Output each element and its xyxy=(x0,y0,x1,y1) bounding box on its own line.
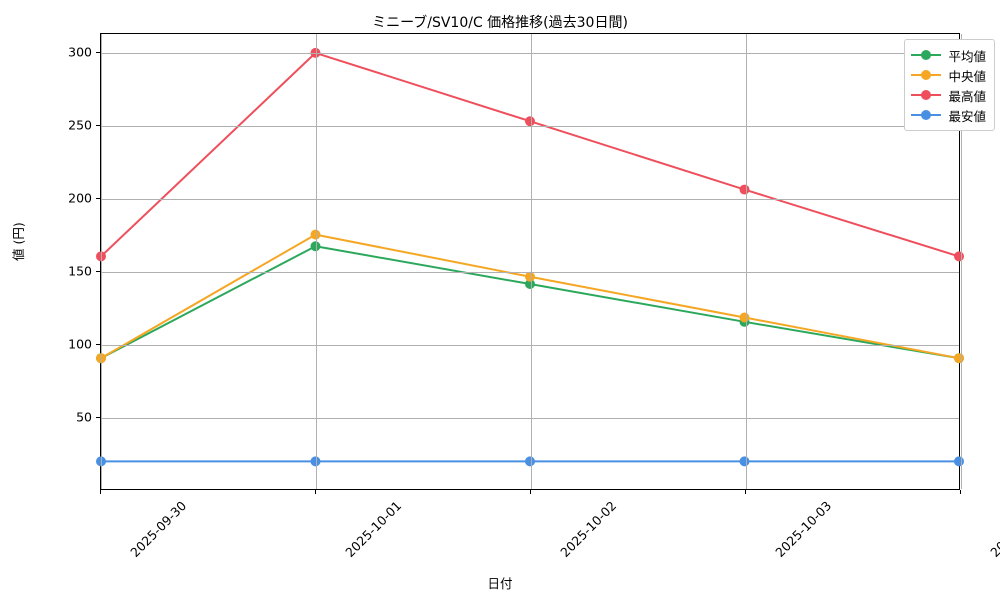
x-tick-mark xyxy=(745,490,746,494)
legend-label: 平均値 xyxy=(948,48,986,64)
x-tick-label: 2025-10-02 xyxy=(557,498,620,560)
y-tick-mark xyxy=(96,343,100,345)
series-line-2 xyxy=(100,51,960,258)
legend-marker-icon xyxy=(911,49,942,61)
y-tick-label: 250 xyxy=(68,117,92,133)
x-tick-mark xyxy=(100,490,101,494)
grid-line-vertical xyxy=(316,34,317,489)
series-line-0 xyxy=(100,245,960,360)
legend-marker-icon xyxy=(911,89,942,101)
x-tick-mark xyxy=(960,490,961,494)
y-tick-mark xyxy=(96,124,100,126)
grid-line-horizontal xyxy=(101,52,959,54)
legend-marker-icon xyxy=(911,69,942,81)
data-point xyxy=(310,47,321,58)
x-tick-mark xyxy=(530,490,531,494)
data-point xyxy=(739,184,750,195)
y-tick-mark xyxy=(96,416,100,418)
legend-marker-icon xyxy=(911,109,942,121)
data-point xyxy=(525,279,535,290)
x-tick-label: 2025-09-30 xyxy=(127,498,190,560)
legend-label: 中央値 xyxy=(948,68,986,84)
y-tick-mark xyxy=(96,270,100,272)
x-axis-label: 日付 xyxy=(487,576,513,591)
grid-line-vertical xyxy=(531,34,532,489)
data-point xyxy=(310,229,321,240)
y-tick-label: 300 xyxy=(68,44,92,60)
data-point xyxy=(310,241,321,252)
data-point xyxy=(954,353,964,364)
plot-area xyxy=(96,33,964,490)
x-tick-mark xyxy=(315,490,316,494)
x-tick-label: 2025-10-01 xyxy=(342,498,405,560)
legend-item-0[interactable]: 平均値 xyxy=(911,45,986,65)
grid-line-horizontal xyxy=(101,271,959,273)
y-tick-mark xyxy=(96,197,100,199)
y-axis-label: 値 (円) xyxy=(11,222,26,261)
legend-item-2[interactable]: 最高値 xyxy=(911,85,986,105)
y-tick-label: 150 xyxy=(68,263,92,279)
grid-line-horizontal xyxy=(101,198,959,200)
grid-line-horizontal xyxy=(101,417,959,419)
grid-line-vertical xyxy=(101,34,102,489)
grid-line-horizontal xyxy=(101,344,959,346)
y-tick-label: 100 xyxy=(68,336,92,352)
grid-line-vertical xyxy=(746,34,747,489)
y-tick-label: 200 xyxy=(68,190,92,206)
grid-line-vertical xyxy=(961,34,962,489)
chart-title: ミニーブ/SV10/C 価格推移(過去30日間) xyxy=(372,15,628,31)
data-point xyxy=(954,456,964,467)
legend-item-1[interactable]: 中央値 xyxy=(911,65,986,85)
grid-line-horizontal xyxy=(101,125,959,127)
series-lines xyxy=(96,47,964,467)
legend-label: 最高値 xyxy=(948,88,986,104)
chart-legend: 平均値中央値最高値最安値 xyxy=(904,39,995,131)
series-line-1 xyxy=(100,233,960,360)
x-tick-label: 2025-10-04 xyxy=(987,498,1000,560)
legend-label: 最安値 xyxy=(948,108,986,124)
x-tick-label: 2025-10-03 xyxy=(772,498,835,560)
data-point xyxy=(525,271,535,282)
legend-item-3[interactable]: 最安値 xyxy=(911,105,986,125)
y-tick-mark xyxy=(96,51,100,53)
data-point xyxy=(525,116,535,127)
data-point xyxy=(739,456,750,467)
data-point xyxy=(954,251,964,262)
data-point xyxy=(739,312,750,323)
y-tick-label: 50 xyxy=(76,409,92,425)
data-point xyxy=(310,456,321,467)
data-point xyxy=(525,456,535,467)
